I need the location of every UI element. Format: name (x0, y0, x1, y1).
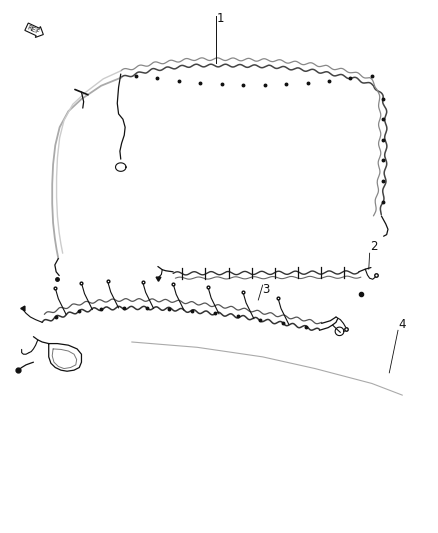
Text: 2: 2 (370, 240, 377, 253)
Text: REF: REF (26, 25, 41, 35)
Text: 1: 1 (217, 12, 224, 25)
Text: 3: 3 (263, 282, 270, 296)
Text: 4: 4 (398, 318, 406, 332)
